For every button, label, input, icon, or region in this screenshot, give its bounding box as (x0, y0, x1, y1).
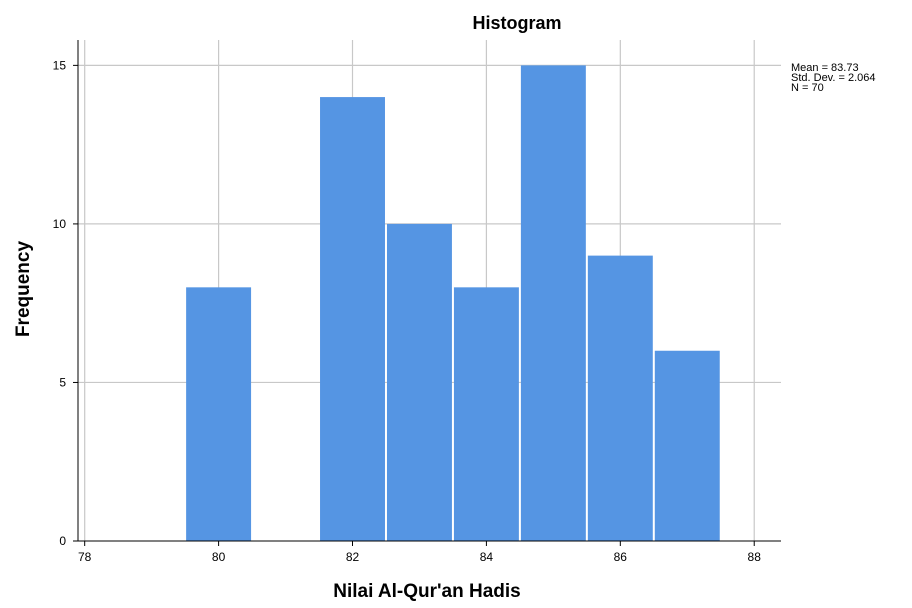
stat-n: N = 70 (791, 82, 824, 94)
histogram-bar (654, 350, 720, 541)
stat-std-dev: Std. Dev. = 2.064 (791, 72, 876, 84)
histogram-bar (386, 223, 452, 542)
stat-mean: Mean = 83.73 (791, 62, 859, 74)
histogram-bar (186, 287, 252, 541)
x-tick-label: 78 (78, 550, 92, 564)
y-axis-label: Frequency (13, 241, 34, 338)
x-tick-label: 80 (212, 550, 226, 564)
axis-layer: 78 80 82 84 86 88 0 5 10 15 (53, 40, 781, 564)
y-tick-label: 10 (53, 217, 67, 231)
histogram-bar (320, 97, 385, 541)
x-tick-label: 82 (346, 550, 360, 564)
histogram-bar (587, 255, 653, 542)
histogram-bar (453, 287, 519, 541)
y-tick-label: 0 (59, 534, 66, 548)
y-tick-label: 15 (53, 58, 67, 72)
x-tick-label: 88 (748, 550, 762, 564)
bar-layer (186, 65, 720, 542)
chart-title: Histogram (472, 13, 561, 33)
x-axis-label: Nilai Al-Qur'an Hadis (333, 581, 521, 602)
x-tick-label: 86 (614, 550, 628, 564)
statistics-box: Mean = 83.73 Std. Dev. = 2.064 N = 70 (791, 62, 876, 94)
x-tick-label: 84 (480, 550, 494, 564)
histogram-bar (520, 65, 586, 541)
y-tick-label: 5 (59, 375, 66, 389)
